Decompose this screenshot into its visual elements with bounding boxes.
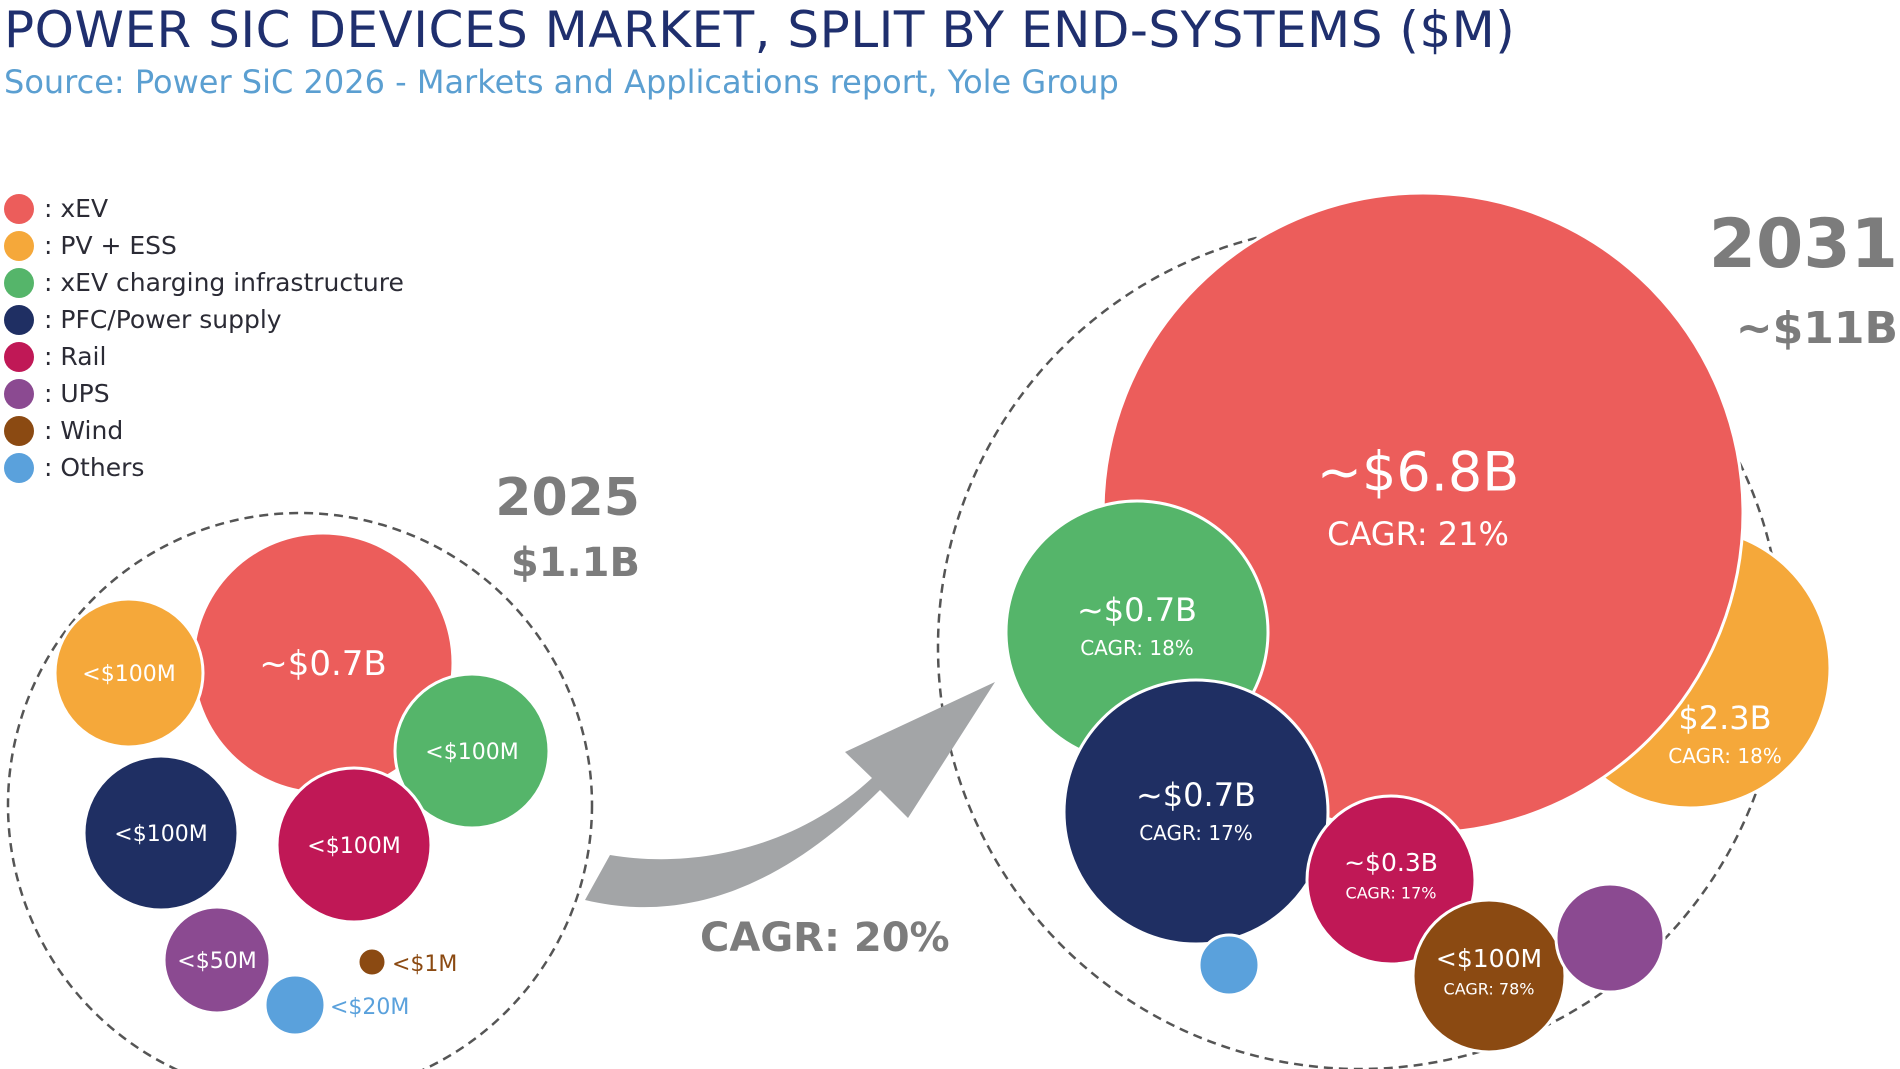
total-label-2031: ~$11B — [1735, 303, 1898, 354]
bubble-2031 — [1554, 882, 1666, 994]
legend-swatch — [4, 378, 34, 409]
legend-label: : UPS — [44, 379, 110, 408]
legend-swatch — [4, 304, 34, 335]
bubble-value-label: ~$6.8B — [1317, 440, 1520, 503]
bubble-value-label: ~$0.3B — [1344, 848, 1438, 877]
bubble-2031 — [1305, 794, 1477, 966]
legend-label: : xEV — [44, 194, 109, 223]
bubble-value-label: $2.3B — [1678, 699, 1771, 737]
bubble-value-label: <$100M — [114, 822, 207, 847]
legend-swatch — [4, 452, 34, 483]
bubble-2025 — [53, 597, 205, 749]
chart-title: POWER SIC DEVICES MARKET, SPLIT BY END-S… — [4, 1, 1516, 59]
legend-item: : xEV charging infrastructure — [4, 264, 404, 301]
bubble-2025 — [356, 946, 388, 978]
legend-label: : xEV charging infrastructure — [44, 268, 404, 297]
legend: : xEV : PV + ESS : xEV charging infrastruc… — [4, 190, 404, 486]
bubble-2025 — [275, 766, 433, 924]
growth-arrow — [585, 682, 995, 908]
bubble-cagr-label: CAGR: 18% — [1668, 744, 1782, 768]
bubble-2025 — [162, 905, 272, 1015]
legend-swatch — [4, 415, 34, 446]
bubble-value-label: ~$0.7B — [259, 644, 387, 684]
bubble-value-label: <$1M — [392, 952, 457, 977]
bubble-2025 — [263, 973, 327, 1037]
legend-label: : PV + ESS — [44, 231, 177, 260]
year-label-2031: 2031 — [1708, 205, 1898, 284]
bubble-cagr-label: CAGR: 17% — [1139, 821, 1253, 845]
bubble-2031 — [1197, 933, 1261, 997]
legend-swatch — [4, 230, 34, 261]
bubble-2031 — [1062, 678, 1330, 946]
legend-label: : Rail — [44, 342, 107, 371]
bubble-cagr-label: CAGR: 18% — [1080, 636, 1194, 660]
bubble-cagr-label: CAGR: 78% — [1444, 979, 1535, 998]
legend-swatch — [4, 267, 34, 298]
bubble-value-label: <$100M — [307, 834, 400, 859]
legend-label: : Wind — [44, 416, 124, 445]
legend-label: : PFC/Power supply — [44, 305, 282, 334]
legend-label: : Others — [44, 453, 145, 482]
bubble-value-label: ~$0.7B — [1136, 776, 1256, 814]
bubble-value-label: ~$0.7B — [1077, 591, 1197, 629]
legend-item: : UPS — [4, 375, 404, 412]
legend-swatch — [4, 341, 34, 372]
bubble-2025 — [393, 672, 551, 830]
bubbles-layer: ~$0.7B <$100M <$100M <$100M <$100M <$50M <$20M… — [53, 191, 1832, 1054]
bubble-value-label: <$100M — [1436, 944, 1542, 973]
legend-item: : PV + ESS — [4, 227, 404, 264]
bubble-value-label: <$100M — [425, 740, 518, 765]
bubble-2025 — [82, 754, 240, 912]
year-label-2025: 2025 — [495, 468, 640, 528]
bubble-cagr-label: CAGR: 21% — [1327, 515, 1509, 553]
bubble-value-label: <$20M — [330, 995, 409, 1020]
legend-swatch — [4, 193, 34, 224]
chart-subtitle: Source: Power SiC 2026 - Markets and App… — [4, 63, 1119, 101]
overall-cagr-label: CAGR: 20% — [700, 915, 950, 961]
group-outline-2025 — [6, 511, 594, 1069]
legend-item: : Rail — [4, 338, 404, 375]
bubble-cagr-label: CAGR: 17% — [1346, 883, 1437, 902]
bubble-2031 — [1411, 898, 1567, 1054]
bubble-value-label: <$50M — [177, 949, 256, 974]
legend-item: : Wind — [4, 412, 404, 449]
legend-item: : Others — [4, 449, 404, 486]
legend-item: : xEV — [4, 190, 404, 227]
total-label-2025: $1.1B — [510, 540, 640, 586]
legend-item: : PFC/Power supply — [4, 301, 404, 338]
bubble-value-label: <$100M — [82, 662, 175, 687]
